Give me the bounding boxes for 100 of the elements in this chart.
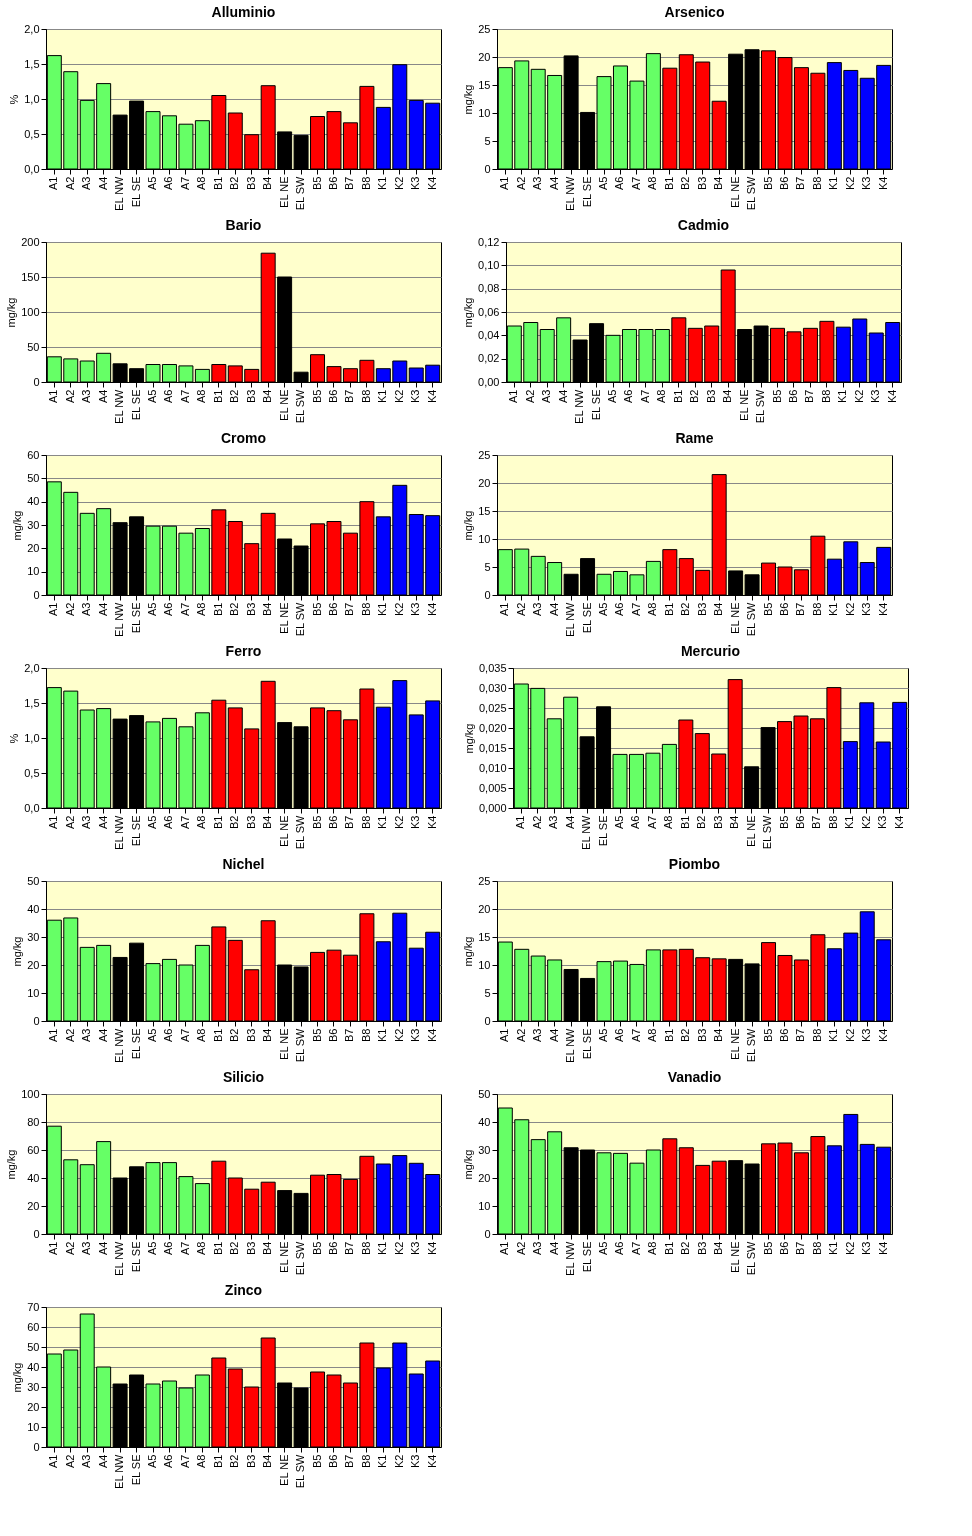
y-tick-label: 0 (33, 1440, 40, 1453)
x-tick-label: B8 (819, 389, 832, 403)
x-tick-label: K1 (827, 1241, 840, 1255)
y-tick-label: 0 (33, 1014, 40, 1027)
y-tick-label: 0,0 (24, 801, 40, 814)
x-tick-label: A2 (63, 176, 76, 190)
x-tick-label: EL SW (294, 1027, 307, 1063)
x-tick-label: A5 (597, 176, 610, 190)
y-tick-label: 40 (27, 495, 40, 508)
x-tick-label: EL NW (113, 1453, 126, 1489)
x-tick-label: B5 (310, 602, 323, 616)
x-tick-label: EL NE (277, 1028, 290, 1060)
x-tick-label: A6 (162, 815, 175, 829)
y-tick-label: 0,12 (478, 235, 500, 248)
x-tick-label: K1 (376, 1028, 389, 1042)
x-tick-label: K2 (392, 1028, 405, 1042)
x-tick-label: A2 (63, 1454, 76, 1468)
x-tick-label: A1 (507, 389, 520, 403)
y-axis-title: mg/kg (11, 510, 24, 541)
x-tick-label: B3 (244, 176, 257, 190)
y-tick-label: 5 (484, 134, 491, 147)
x-tick-label: A5 (606, 389, 619, 403)
x-tick-label: EL NW (113, 1240, 126, 1276)
x-tick-label: A5 (613, 815, 626, 829)
x-tick-label: EL SW (294, 1240, 307, 1276)
x-tick-label: B1 (211, 389, 224, 403)
x-tick-label: A5 (597, 602, 610, 616)
x-tick-label: A2 (514, 1241, 527, 1255)
x-tick-label: B3 (695, 176, 708, 190)
x-tick-label: B2 (679, 176, 692, 190)
x-tick-label: A1 (47, 1028, 60, 1042)
x-tick-label: K4 (885, 389, 898, 403)
y-tick-label: 0,06 (478, 305, 500, 318)
x-tick-label: EL NW (113, 388, 126, 424)
y-tick-label: 80 (27, 1115, 40, 1128)
x-tick-label: B2 (228, 1028, 241, 1042)
y-tick-label: 0,010 (478, 761, 507, 774)
x-tick-label: A1 (47, 602, 60, 616)
x-tick-label: B2 (228, 1241, 241, 1255)
x-tick-label: B7 (343, 176, 356, 190)
x-tick-label: A1 (514, 815, 527, 829)
chart-title: Piombo (668, 856, 721, 872)
x-tick-label: A2 (63, 602, 76, 616)
x-tick-label: B7 (794, 1028, 807, 1042)
x-tick-label: A4 (96, 815, 109, 829)
y-axis-title: % (8, 94, 21, 105)
x-tick-label: B5 (770, 389, 783, 403)
x-tick-label: A8 (195, 1241, 208, 1255)
y-axis-title: mg/kg (462, 1149, 475, 1180)
x-tick-label: A8 (646, 1241, 659, 1255)
x-tick-label: EL NE (277, 602, 290, 634)
y-tick-label: 0,08 (478, 282, 500, 295)
x-tick-label: EL NW (113, 601, 126, 637)
x-tick-label: K1 (827, 1028, 840, 1042)
x-tick-label: B6 (326, 176, 339, 190)
x-tick-label: EL SE (129, 1028, 142, 1060)
x-tick-label: EL NE (277, 176, 290, 208)
x-tick-label: EL SW (745, 1240, 758, 1276)
y-tick-label: 20 (27, 958, 40, 971)
x-tick-label: B7 (343, 1454, 356, 1468)
x-tick-label: EL SW (745, 175, 758, 211)
y-tick-label: 40 (478, 1115, 491, 1128)
x-tick-label: B4 (712, 1241, 725, 1255)
y-tick-label: 0,025 (478, 701, 507, 714)
y-tick-label: 10 (478, 1199, 491, 1212)
x-tick-label: A7 (645, 815, 658, 829)
x-tick-label: A1 (498, 602, 511, 616)
y-tick-label: 60 (27, 1143, 40, 1156)
x-tick-label: B8 (359, 176, 372, 190)
x-tick-label: B7 (803, 389, 816, 403)
x-tick-label: A4 (563, 815, 576, 829)
x-tick-label: K1 (376, 1241, 389, 1255)
x-tick-label: K4 (425, 815, 438, 829)
y-axis-title: mg/kg (11, 936, 24, 967)
x-tick-label: B8 (359, 815, 372, 829)
y-axis-title: mg/kg (462, 84, 475, 115)
x-tick-label: A7 (629, 1028, 642, 1042)
x-tick-label: A6 (162, 1241, 175, 1255)
x-tick-label: A5 (146, 602, 159, 616)
x-tick-label: K3 (860, 1028, 873, 1042)
x-tick-label: B6 (326, 1454, 339, 1468)
x-tick-label: A2 (523, 389, 536, 403)
y-tick-label: 1,5 (24, 57, 40, 70)
x-tick-label: EL NE (744, 815, 757, 847)
x-tick-label: B2 (228, 602, 241, 616)
y-tick-label: 10 (478, 532, 491, 545)
x-tick-label: A7 (178, 389, 191, 403)
x-tick-label: K3 (409, 176, 422, 190)
x-tick-label: EL NW (564, 601, 577, 637)
x-tick-label: EL SE (129, 815, 142, 847)
x-tick-label: B3 (244, 1241, 257, 1255)
x-tick-label: A5 (146, 1241, 159, 1255)
x-tick-label: K4 (892, 815, 905, 829)
x-tick-label: A1 (47, 389, 60, 403)
y-tick-label: 10 (478, 106, 491, 119)
x-tick-label: A5 (146, 1028, 159, 1042)
x-tick-label: K3 (409, 1241, 422, 1255)
x-tick-label: EL SE (580, 176, 593, 208)
x-tick-label: B6 (793, 815, 806, 829)
y-tick-label: 1,0 (24, 731, 40, 744)
